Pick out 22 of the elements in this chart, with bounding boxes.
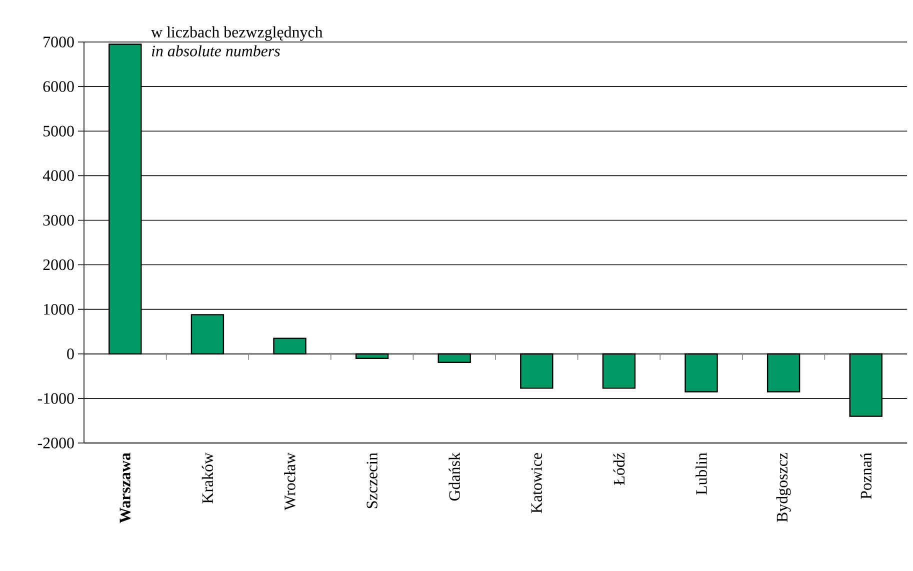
- chart-title: w liczbach bezwzględnych: [151, 26, 323, 41]
- x-tick-label: Poznań: [860, 452, 872, 499]
- chart-subtitle: in absolute numbers: [152, 45, 280, 56]
- x-tick-label: Gdańsk: [448, 452, 460, 501]
- y-tick-label: 7000: [44, 36, 74, 48]
- y-tick-label: 4000: [42, 170, 74, 182]
- x-tick-label: Katowice: [531, 453, 542, 514]
- x-tick-label: Lublin: [696, 452, 707, 495]
- x-tick-label: Szczecin: [366, 452, 378, 508]
- y-tick-label: 1000: [44, 304, 74, 315]
- y-tick-label: 6000: [43, 81, 74, 92]
- x-tick-label: Wrocław: [284, 452, 296, 510]
- x-tick-label: Bydgoszcz: [776, 452, 791, 522]
- x-tick-label: Kraków: [202, 452, 214, 504]
- y-tick-label: 3000: [43, 214, 74, 226]
- x-tick-label: Warszawa: [120, 452, 130, 524]
- x-tick-label: Łódź: [613, 452, 625, 485]
- y-tick-label: 2000: [43, 259, 74, 270]
- y-tick-label: 5000: [44, 126, 74, 136]
- y-tick-label: -1000: [38, 393, 74, 404]
- y-tick-label: -2000: [38, 438, 74, 448]
- y-tick-label: 0: [67, 348, 74, 360]
